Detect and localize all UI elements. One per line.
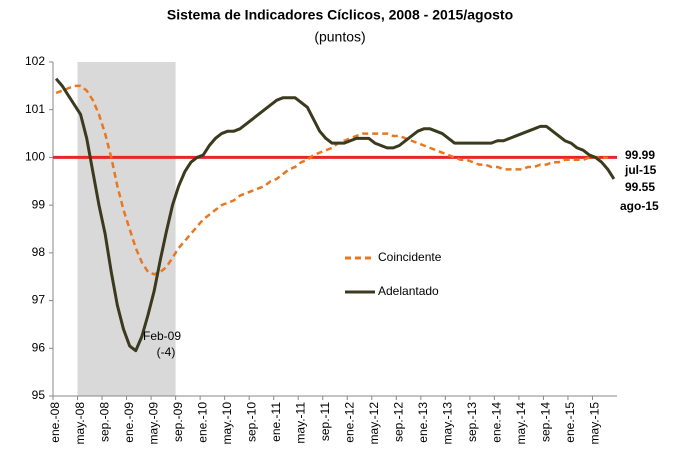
x-tick-label: ene.-12 — [342, 402, 356, 443]
x-tick-label: may.-14 — [514, 402, 528, 445]
x-tick-label: ene.-11 — [269, 402, 283, 442]
x-tick-label: sep.-08 — [97, 402, 111, 442]
x-tick-label: may.-12 — [367, 402, 381, 445]
chart-title: Sistema de Indicadores Cíclicos, 2008 - … — [167, 7, 513, 23]
legend-label: Adelantado — [378, 284, 439, 298]
x-tick-label: sep.-14 — [539, 402, 553, 442]
x-tick-label: sep.-13 — [465, 402, 479, 442]
x-tick-label: sep.-12 — [392, 402, 406, 442]
y-tick-label: 95 — [32, 388, 46, 402]
chart-subtitle: (puntos) — [314, 29, 365, 45]
x-tick-label: ene.-13 — [416, 402, 430, 443]
x-tick-label: may.-15 — [588, 402, 602, 445]
y-tick-label: 97 — [32, 293, 46, 307]
annotation: ago-15 — [620, 199, 659, 213]
x-tick-label: may.-09 — [146, 402, 160, 445]
x-tick-label: sep.-11 — [318, 402, 332, 441]
annotation: Feb-09 — [143, 329, 181, 343]
x-tick-label: may.-11 — [293, 402, 307, 444]
y-tick-label: 96 — [32, 340, 46, 354]
x-tick-label: sep.-09 — [171, 402, 185, 442]
y-tick-label: 99 — [32, 197, 46, 211]
annotation: (-4) — [157, 345, 176, 359]
legend-label: Coincidente — [378, 250, 442, 264]
series-line — [55, 84, 608, 276]
x-tick-label: ene.-08 — [48, 402, 62, 443]
annotation: 99.55 — [625, 180, 655, 194]
x-tick-label: sep.-10 — [244, 402, 258, 442]
x-tick-label: ene.-10 — [195, 402, 209, 443]
annotation: 99.99 — [625, 148, 655, 162]
y-tick-label: 100 — [25, 150, 45, 164]
y-tick-label: 98 — [32, 245, 46, 259]
x-tick-label: may.-13 — [441, 402, 455, 445]
x-tick-label: ene.-14 — [490, 402, 504, 443]
x-tick-label: ene.-15 — [563, 402, 577, 443]
y-tick-label: 101 — [25, 102, 45, 116]
series-line — [54, 77, 616, 353]
y-tick-label: 102 — [25, 54, 45, 68]
x-tick-label: may.-08 — [73, 402, 87, 445]
annotation: jul-15 — [624, 163, 657, 177]
x-tick-label: may.-10 — [220, 402, 234, 445]
x-tick-label: ene.-09 — [122, 402, 136, 443]
